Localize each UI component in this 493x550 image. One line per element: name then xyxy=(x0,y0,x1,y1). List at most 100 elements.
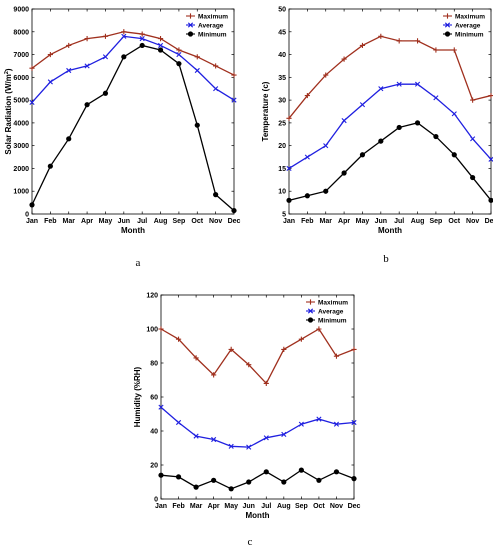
x-tick-label: Nov xyxy=(466,218,479,225)
data-point xyxy=(139,36,145,42)
x-tick-label: Nov xyxy=(330,503,343,510)
panel-letter: c xyxy=(248,536,253,548)
series-maximum xyxy=(286,33,493,121)
x-tick-label: Apr xyxy=(338,218,350,225)
data-point xyxy=(488,92,493,99)
x-tick-label: Mar xyxy=(320,218,333,225)
data-point xyxy=(176,47,182,53)
data-point xyxy=(102,90,109,96)
data-point xyxy=(66,136,72,142)
y-tick-label: 8000 xyxy=(13,29,29,36)
data-point xyxy=(323,72,329,78)
data-point xyxy=(84,63,90,69)
legend-label: Minimum xyxy=(455,31,484,38)
legend-swatch-marker xyxy=(444,22,451,28)
series-line xyxy=(31,35,235,103)
data-point xyxy=(451,47,457,53)
y-tick-label: 15 xyxy=(278,166,286,173)
data-point xyxy=(488,197,493,203)
data-point xyxy=(470,136,476,142)
data-point xyxy=(193,433,199,439)
data-point xyxy=(102,54,109,60)
data-point xyxy=(47,79,53,85)
data-point xyxy=(341,118,347,124)
data-point xyxy=(231,72,237,78)
legend-label: Minimum xyxy=(198,31,227,38)
data-point xyxy=(378,138,384,144)
x-tick-label: Mar xyxy=(190,503,203,510)
data-point xyxy=(351,346,357,352)
data-point xyxy=(231,97,237,103)
x-tick-label: Dec xyxy=(348,503,361,510)
y-tick-label: 40 xyxy=(278,52,286,59)
x-tick-label: Oct xyxy=(448,218,460,225)
data-point xyxy=(66,42,72,49)
data-point xyxy=(193,484,199,490)
data-point xyxy=(175,419,182,426)
data-point xyxy=(451,111,457,117)
data-point xyxy=(211,436,217,443)
x-tick-label: Dec xyxy=(228,218,241,225)
data-point xyxy=(194,54,200,60)
panel-letter: a xyxy=(136,257,141,269)
data-point xyxy=(323,143,329,149)
data-point xyxy=(213,63,219,69)
data-point xyxy=(341,56,347,62)
y-axis-label: Solar Radiation (W/m2) xyxy=(4,68,13,155)
data-point xyxy=(351,419,357,426)
y-tick-label: 100 xyxy=(146,327,158,334)
y-tick-label: 80 xyxy=(150,361,158,368)
x-tick-label: Jun xyxy=(243,503,255,510)
data-point xyxy=(158,472,164,478)
data-point xyxy=(228,443,234,449)
x-tick-label: Jan xyxy=(26,218,38,225)
y-axis-label: Humidity (%RH) xyxy=(133,366,142,427)
chart-panel-a: Jan Feb Mar Apr May Jun Jul Aug Sep Oct Nov Dec 0 100… xyxy=(4,7,241,270)
x-tick-label: Jul xyxy=(261,503,271,510)
data-point xyxy=(176,51,182,58)
data-point xyxy=(333,469,340,475)
x-tick-label: Aug xyxy=(411,218,425,225)
x-tick-label: Jan xyxy=(283,218,295,225)
y-tick-label: 40 xyxy=(150,429,158,436)
series-line xyxy=(160,469,355,490)
data-point xyxy=(351,476,357,482)
data-point xyxy=(121,33,127,39)
x-tick-label: Jul xyxy=(137,218,147,225)
chart-panel-b: Jan Feb Mar Apr May Jun Jul Aug Sep Oct Nov Dec 5 10 1… xyxy=(261,7,493,265)
data-point xyxy=(378,86,384,92)
data-point xyxy=(286,115,292,121)
data-point xyxy=(316,326,322,332)
data-point xyxy=(228,346,234,352)
x-tick-label: May xyxy=(356,218,370,225)
data-point xyxy=(433,133,439,140)
data-point xyxy=(263,435,269,441)
y-tick-label: 0 xyxy=(154,497,158,504)
data-point xyxy=(323,188,329,194)
data-point xyxy=(194,122,200,128)
legend: Maximum Average Minimum xyxy=(186,13,228,38)
plot-frame xyxy=(160,294,355,500)
data-point xyxy=(29,99,35,105)
data-point xyxy=(211,372,217,378)
legend-swatch-marker xyxy=(307,308,314,314)
x-tick-label: Jun xyxy=(375,218,387,225)
data-point xyxy=(378,33,384,39)
series-minimum xyxy=(29,42,237,214)
series-line xyxy=(288,35,492,119)
legend-label: Maximum xyxy=(455,13,485,20)
data-point xyxy=(213,192,219,198)
y-tick-label: 5 xyxy=(282,212,286,219)
series-line xyxy=(160,406,355,448)
legend-swatch-marker xyxy=(187,13,194,19)
y-tick-label: 2000 xyxy=(13,166,29,173)
data-point xyxy=(298,467,304,473)
data-point xyxy=(176,61,182,67)
data-point xyxy=(414,120,421,126)
data-point xyxy=(84,102,90,108)
y-axis-label-close: ) xyxy=(4,68,13,71)
legend-label: Average xyxy=(318,308,344,315)
data-point xyxy=(193,355,199,361)
data-point xyxy=(396,124,402,131)
data-point xyxy=(359,152,366,158)
